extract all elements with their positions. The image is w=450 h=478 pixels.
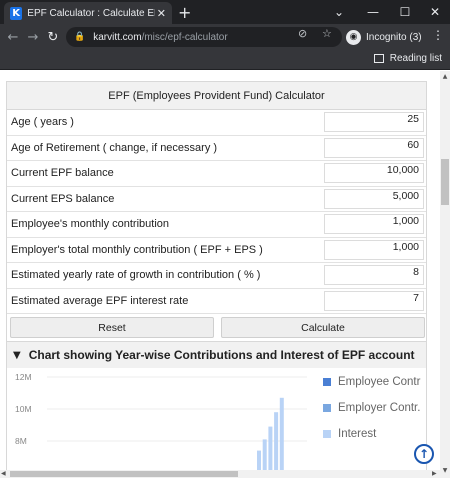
chart-section-toggle[interactable]: ▼ Chart showing Year-wise Contributions …	[7, 342, 426, 368]
age-label: Age ( years )	[11, 116, 74, 129]
legend-swatch-employee	[323, 378, 331, 386]
vertical-scrollbar[interactable]: ▲ ▼	[440, 71, 450, 478]
incognito-icon: ◉	[346, 29, 361, 45]
employer-contribution-input[interactable]: 1,000	[324, 239, 424, 260]
form-row-epf-balance: Current EPF balance 10,000	[7, 161, 426, 187]
growth-rate-label: Estimated yearly rate of growth in contr…	[11, 269, 261, 282]
reset-button[interactable]: Reset	[10, 317, 214, 338]
chart-bar[interactable]	[279, 397, 284, 478]
eye-off-icon[interactable]: ⊘	[298, 27, 308, 40]
interest-rate-input[interactable]: 7	[324, 290, 424, 311]
vertical-scroll-thumb[interactable]	[441, 159, 449, 205]
page-content: EPF (Employees Provident Fund) Calculato…	[0, 71, 440, 478]
horizontal-scrollbar[interactable]: ◀ ▶	[0, 470, 440, 478]
reload-icon[interactable]: ↻	[47, 29, 59, 45]
calculator-title: EPF (Employees Provident Fund) Calculato…	[7, 82, 426, 110]
legend-item-employer[interactable]: Employer Contr.	[323, 402, 420, 414]
contribution-chart-svg: 12M 10M 8M	[15, 372, 307, 478]
growth-rate-input[interactable]: 8	[324, 265, 424, 285]
maximize-button[interactable]: ☐	[399, 5, 411, 19]
employee-contribution-label: Employee's monthly contribution	[11, 218, 170, 231]
reading-list-icon	[373, 54, 384, 63]
age-input[interactable]: 25	[324, 112, 424, 132]
chart-section-title: Chart showing Year-wise Contributions an…	[28, 348, 415, 362]
legend-label-employee: Employee Contr	[338, 376, 421, 388]
eps-balance-input[interactable]: 5,000	[324, 188, 424, 209]
scroll-left-arrow-icon[interactable]: ◀	[1, 470, 6, 477]
scroll-down-arrow-icon[interactable]: ▼	[442, 467, 448, 474]
contribution-chart: 12M 10M 8M Employee Contr Employer Contr. …	[7, 368, 426, 478]
interest-rate-label: Estimated average EPF interest rate	[11, 294, 189, 307]
legend-swatch-employer	[323, 404, 331, 412]
form-row-growth-rate: Estimated yearly rate of growth in contr…	[7, 263, 426, 289]
legend-label-interest: Interest	[338, 428, 377, 440]
form-row-employer-contribution: Employer's total monthly contribution ( …	[7, 238, 426, 263]
bookmark-star-icon[interactable]: ☆	[322, 27, 332, 40]
legend-swatch-interest	[323, 430, 331, 438]
form-row-retirement-age: Age of Retirement ( change, if necessary…	[7, 136, 426, 161]
collapse-triangle-icon: ▼	[13, 349, 21, 361]
epf-balance-label: Current EPF balance	[11, 167, 114, 180]
tab-epf-calculator[interactable]: K EPF Calculator : Calculate EPF & I ✕	[4, 2, 172, 24]
legend-item-employee[interactable]: Employee Contr	[323, 376, 420, 388]
forward-icon[interactable]: →	[27, 29, 39, 45]
retirement-age-input[interactable]: 60	[324, 137, 424, 158]
form-row-interest-rate: Estimated average EPF interest rate 7	[7, 289, 426, 314]
retirement-age-label: Age of Retirement ( change, if necessary…	[11, 141, 218, 154]
y-tick-label: 12M	[15, 372, 32, 382]
legend-item-interest[interactable]: Interest	[323, 428, 376, 440]
legend-label-employer: Employer Contr.	[338, 402, 421, 414]
close-tab-icon[interactable]: ✕	[156, 6, 166, 20]
employer-contribution-label: Employer's total monthly contribution ( …	[11, 243, 263, 256]
calculate-button[interactable]: Calculate	[221, 317, 425, 338]
incognito-indicator[interactable]: ◉ Incognito (3)	[346, 28, 422, 46]
employee-contribution-input[interactable]: 1,000	[324, 214, 424, 234]
form-row-employee-contribution: Employee's monthly contribution 1,000	[7, 212, 426, 238]
scroll-right-arrow-icon[interactable]: ▶	[432, 470, 437, 477]
eps-balance-label: Current EPS balance	[11, 192, 115, 205]
y-tick-label: 8M	[15, 436, 27, 446]
url-path: /misc/epf-calculator	[141, 31, 228, 43]
address-bar[interactable]: 🔒 karvitt.com/misc/epf-calculator	[66, 27, 342, 47]
epf-calculator-form: EPF (Employees Provident Fund) Calculato…	[6, 81, 427, 343]
url-host: karvitt.com	[93, 31, 142, 43]
reading-list-button[interactable]: Reading list	[373, 53, 442, 64]
chart-bar[interactable]	[268, 426, 273, 478]
chart-bar[interactable]	[262, 439, 267, 478]
horizontal-scroll-thumb[interactable]	[10, 471, 238, 477]
chart-section: ▼ Chart showing Year-wise Contributions …	[6, 341, 427, 478]
scroll-up-arrow-icon[interactable]: ▲	[442, 73, 448, 80]
browser-menu-icon[interactable]: ⋮	[432, 28, 444, 42]
browser-toolbar: ← → ↻ 🔒 karvitt.com/misc/epf-calculator …	[0, 24, 450, 50]
lock-icon: 🔒	[74, 32, 86, 42]
form-buttons: Reset Calculate	[7, 314, 426, 342]
karvitt-favicon-icon: K	[10, 6, 23, 20]
epf-balance-input[interactable]: 10,000	[324, 163, 424, 183]
tab-search-icon[interactable]: ⌄	[333, 5, 345, 19]
new-tab-button[interactable]: +	[178, 3, 192, 22]
chart-bar[interactable]	[257, 450, 261, 478]
form-row-eps-balance: Current EPS balance 5,000	[7, 187, 426, 212]
reading-list-label: Reading list	[389, 53, 442, 64]
scroll-to-top-button[interactable]: ↑	[414, 444, 434, 464]
close-window-button[interactable]: ✕	[429, 5, 441, 19]
bookmarks-bar: Reading list	[0, 50, 450, 70]
incognito-label: Incognito (3)	[366, 31, 422, 43]
minimize-button[interactable]: —	[367, 5, 379, 19]
tab-title: EPF Calculator : Calculate EPF & I	[27, 7, 155, 19]
chart-bar[interactable]	[274, 412, 279, 478]
y-tick-label: 10M	[15, 404, 32, 414]
back-icon[interactable]: ←	[7, 29, 19, 45]
form-row-age: Age ( years ) 25	[7, 110, 426, 136]
tab-strip: K EPF Calculator : Calculate EPF & I ✕ +…	[0, 0, 450, 24]
